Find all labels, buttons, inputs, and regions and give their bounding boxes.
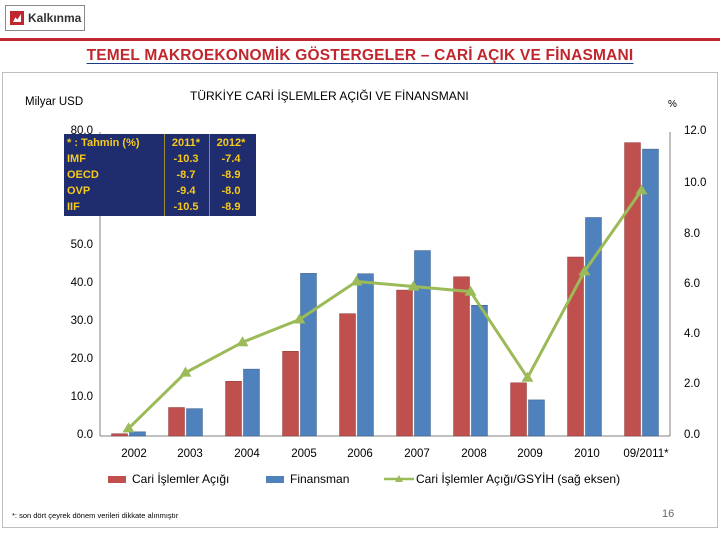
table-divider: [164, 134, 165, 216]
legend-swatch: [108, 475, 126, 483]
bar-financing: [585, 217, 602, 437]
table-row: IMF -10.3 -7.4: [64, 152, 256, 167]
legend-item-current-account: Cari İşlemler Açığı: [108, 472, 229, 486]
x-category-label: 2009: [517, 448, 543, 460]
bar-financing: [129, 431, 146, 437]
left-tick-label: 20.0: [70, 353, 93, 365]
slide-title: TEMEL MAKROEKONOMİK GÖSTERGELER – CARİ A…: [86, 47, 634, 64]
legend-label: Cari İşlemler Açığı: [132, 472, 230, 486]
bar-financing: [414, 250, 431, 437]
bar-current-account: [453, 276, 470, 437]
line-ratio-marker: [350, 275, 363, 286]
line-ratio-marker: [578, 265, 591, 276]
left-axis-unit: Milyar USD: [25, 96, 84, 108]
logo-text: Kalkınma: [28, 11, 82, 25]
chart-title: TÜRKİYE CARİ İŞLEMLER AÇIĞI VE FİNANSMAN…: [190, 89, 469, 103]
line-ratio-marker: [521, 371, 534, 382]
table-row: IIF -10.5 -8.9: [64, 200, 256, 215]
line-ratio-series: [127, 189, 643, 430]
kalkinma-logo-icon: [10, 11, 24, 25]
right-tick-label: 6.0: [684, 278, 700, 290]
table-cell: IMF: [67, 153, 86, 165]
x-category-label: 2004: [234, 448, 260, 460]
right-tick-label: 0.0: [684, 429, 700, 441]
kalkinma-logo: Kalkınma: [5, 5, 85, 31]
table-cell: -10.3: [173, 153, 199, 165]
bar-current-account: [225, 381, 242, 437]
legend-label: Finansman: [290, 472, 350, 486]
bar-financing: [357, 273, 374, 437]
header-divider: [0, 38, 720, 41]
bar-current-account: [111, 433, 128, 437]
bar-current-account: [339, 313, 356, 437]
x-category-label: 2002: [121, 448, 147, 460]
bar-financing: [186, 408, 203, 437]
table-cell: OVP: [67, 185, 91, 197]
table-cell: OECD: [67, 169, 99, 181]
table-header: * : Tahmin (%): [67, 137, 140, 149]
bar-financing: [300, 273, 317, 437]
x-category-label: 2005: [291, 448, 317, 460]
bar-current-account: [567, 256, 584, 437]
right-tick-label: 8.0: [684, 228, 700, 240]
x-category-label: 2003: [177, 448, 203, 460]
bar-current-account: [396, 289, 413, 437]
table-row: OECD -8.7 -8.9: [64, 168, 256, 183]
x-category-label: 2007: [404, 448, 430, 460]
legend-line-marker: [384, 475, 414, 482]
legend-item-ratio: Cari İşlemler Açığı/GSYİH (sağ eksen): [384, 472, 620, 486]
legend-label: Cari İşlemler Açığı/GSYİH (sağ eksen): [416, 472, 621, 486]
legend-item-financing: Finansman: [266, 472, 349, 486]
line-ratio-marker: [179, 366, 192, 377]
table-divider: [209, 134, 210, 216]
x-category-label: 09/2011*: [623, 448, 669, 460]
bar-current-account: [510, 382, 527, 437]
table-cell: -7.4: [221, 153, 241, 165]
page-number: 16: [662, 508, 675, 520]
bar-financing: [243, 368, 260, 437]
bar-financing: [528, 399, 545, 437]
table-cell: -8.0: [221, 185, 241, 197]
right-tick-label: 4.0: [684, 328, 700, 340]
table-row: OVP -9.4 -8.0: [64, 184, 256, 199]
bar-current-account: [168, 407, 185, 437]
bar-financing: [471, 305, 488, 437]
table-header: 2012*: [216, 137, 246, 149]
footnote: *: son dört çeyrek dönem verileri dikkat…: [12, 511, 179, 520]
x-category-label: 2008: [461, 448, 487, 460]
x-category-label: 2006: [347, 448, 373, 460]
table-cell: -8.9: [221, 169, 241, 181]
table-header-row: * : Tahmin (%) 2011* 2012*: [64, 136, 256, 151]
left-tick-label: 30.0: [70, 315, 93, 327]
table-header: 2011*: [171, 137, 201, 149]
right-tick-label: 12.0: [684, 125, 707, 137]
left-tick-label: 50.0: [70, 239, 93, 251]
table-cell: -10.5: [173, 201, 199, 213]
left-tick-label: 10.0: [70, 391, 93, 403]
line-ratio-marker: [293, 313, 306, 324]
table-cell: -8.9: [221, 201, 241, 213]
left-tick-label: 0.0: [77, 429, 93, 441]
table-cell: -9.4: [176, 185, 196, 197]
header-band: Kalkınma: [0, 0, 720, 38]
bar-current-account: [282, 351, 299, 437]
line-ratio-marker: [122, 422, 135, 433]
table-cell: IIF: [67, 201, 80, 213]
left-tick-label: 40.0: [70, 277, 93, 289]
table-cell: -8.7: [176, 169, 196, 181]
right-tick-label: 10.0: [684, 177, 707, 189]
line-ratio-marker: [236, 336, 249, 347]
bar-financing: [642, 148, 659, 437]
legend-swatch: [266, 475, 284, 483]
line-ratio-marker: [407, 280, 420, 291]
line-ratio-marker: [635, 184, 648, 195]
right-axis-unit: %: [668, 99, 677, 110]
bar-current-account: [624, 142, 641, 437]
line-ratio-marker: [464, 285, 477, 296]
right-tick-label: 2.0: [684, 378, 700, 390]
forecast-table: * : Tahmin (%) 2011* 2012* IMF -10.3 -7.…: [64, 134, 256, 216]
x-category-label: 2010: [574, 448, 600, 460]
